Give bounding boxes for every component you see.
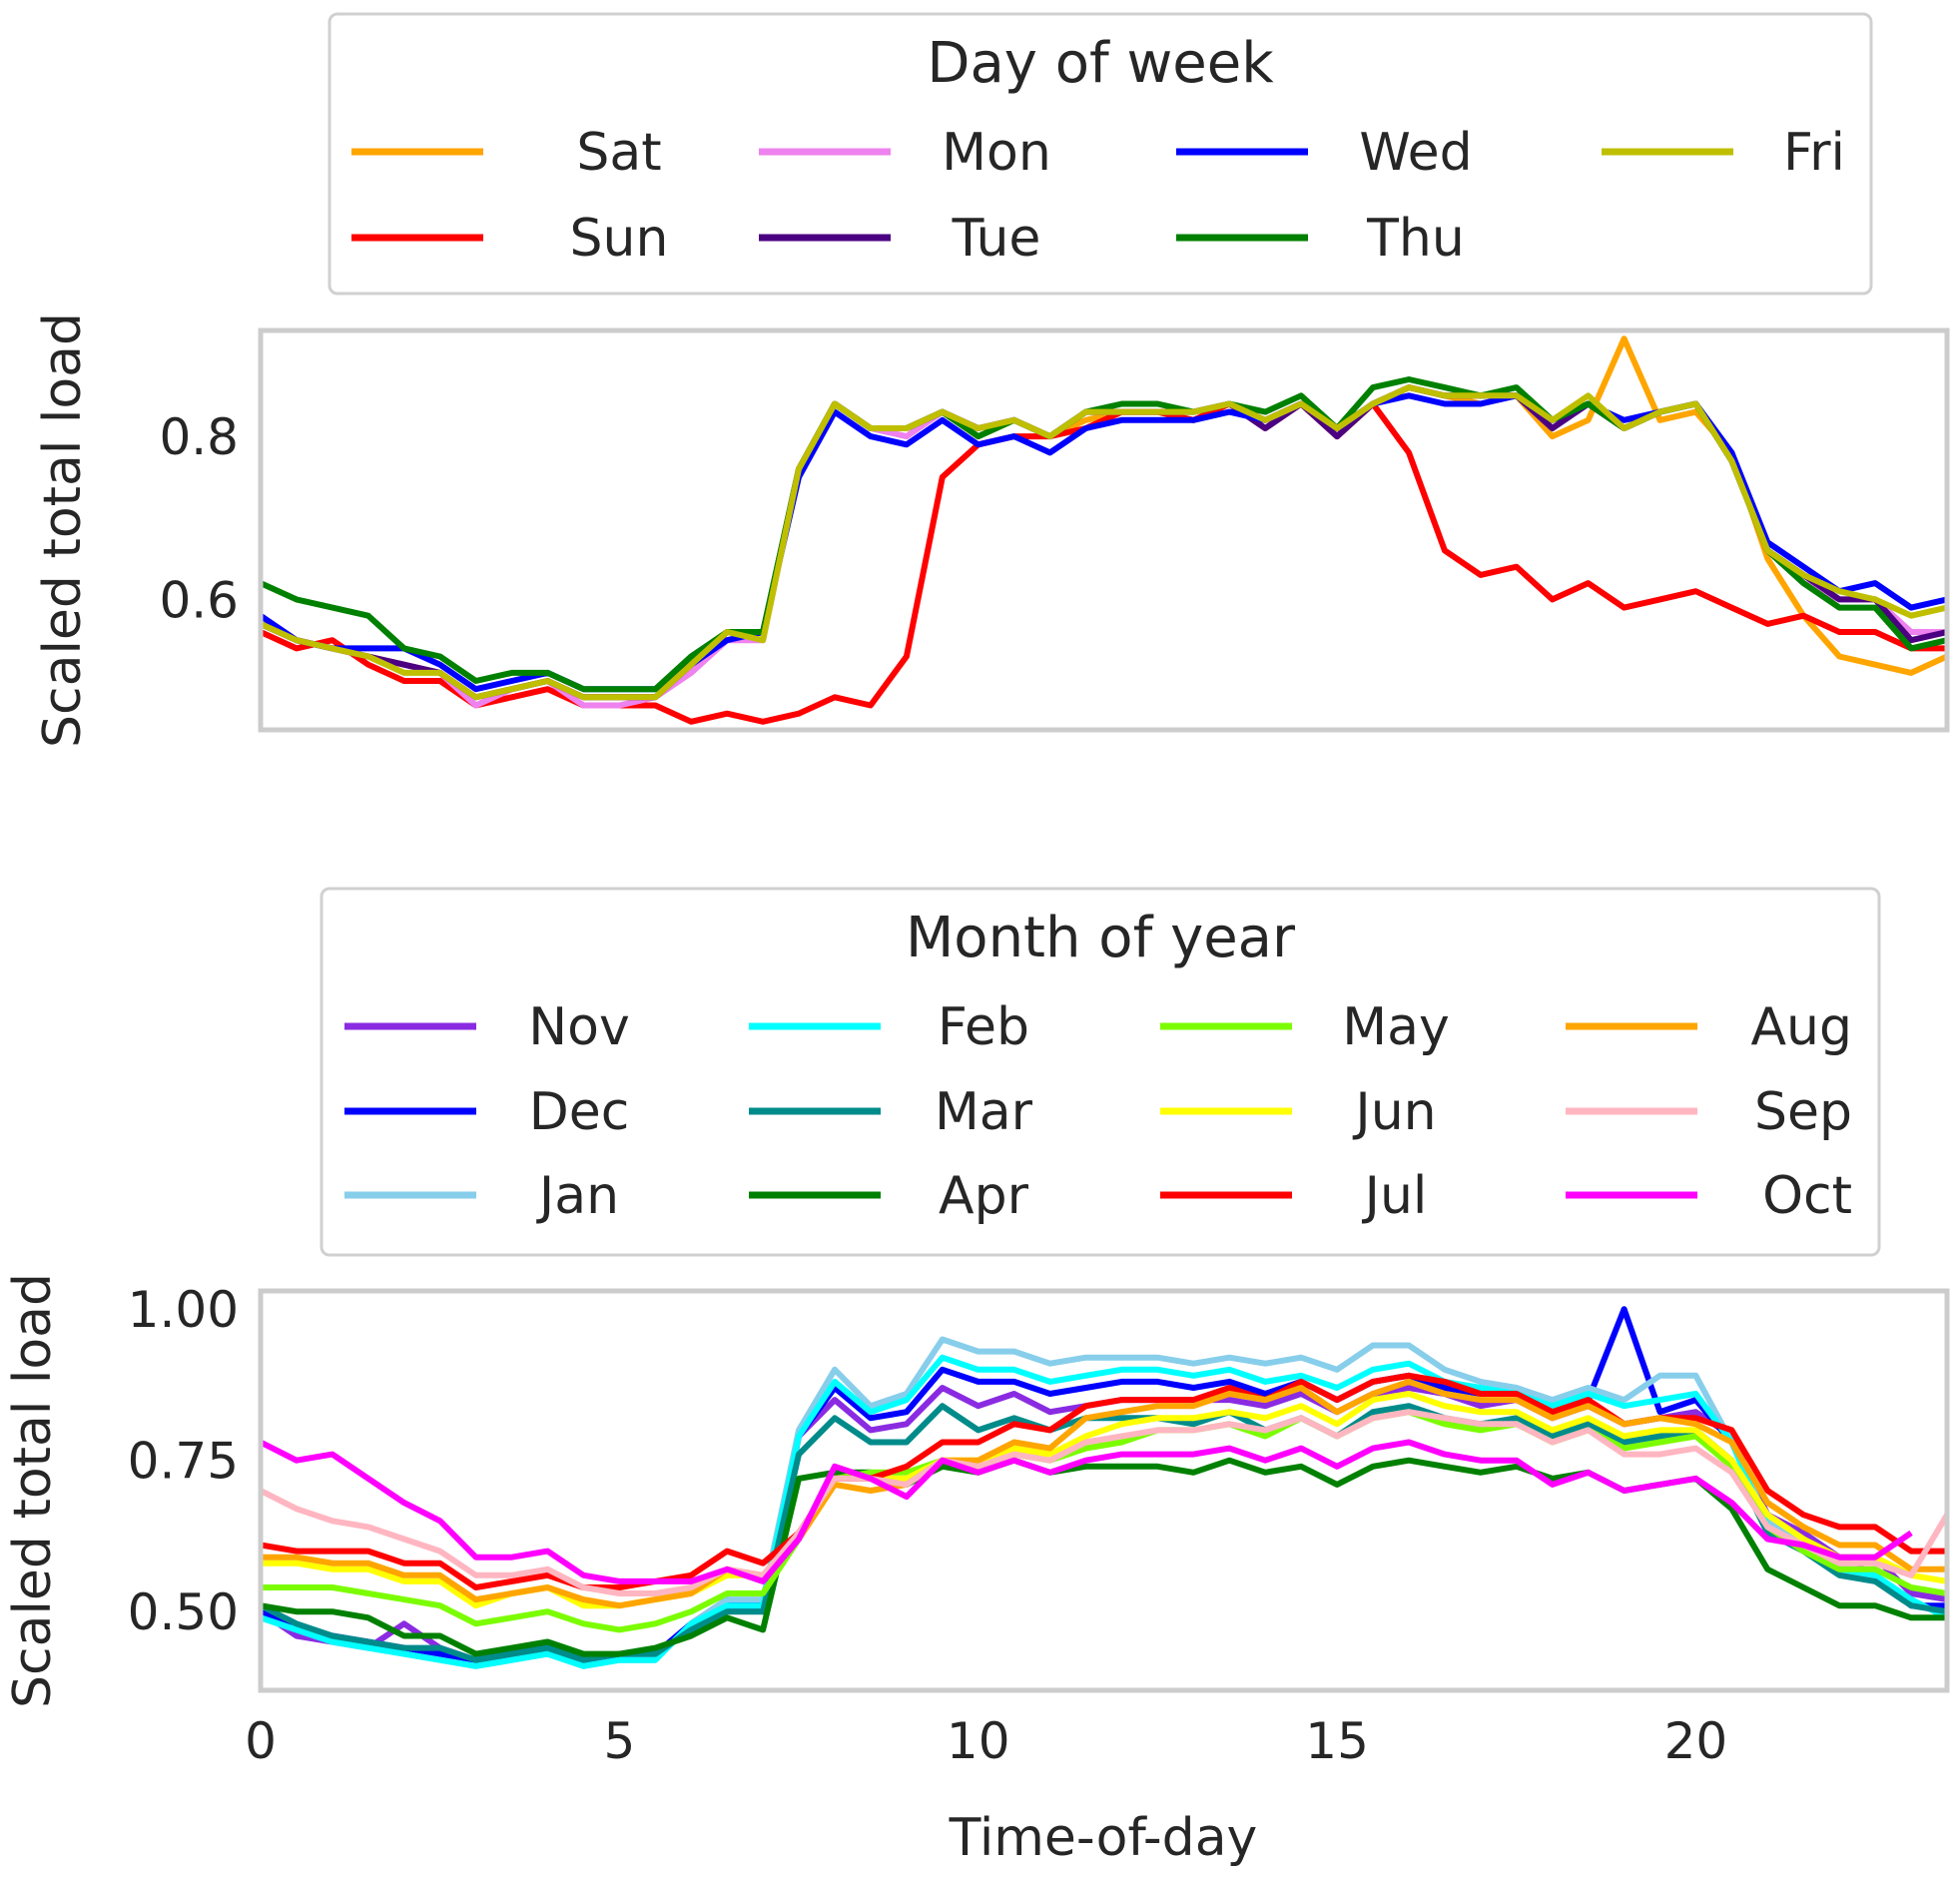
day-y-axis-label: Scaled total load <box>33 313 93 748</box>
day-y-tick-label: 0.6 <box>159 571 239 629</box>
day-y-tick-label: 0.8 <box>159 408 239 466</box>
month-legend-label: Oct <box>1762 1166 1852 1226</box>
month-legend-item-dec: Dec <box>344 1082 629 1142</box>
month-legend-label: Dec <box>529 1082 630 1142</box>
day-legend-label: Fri <box>1783 123 1845 183</box>
month-legend-item-nov: Nov <box>344 997 630 1057</box>
month-x-tick-label: 20 <box>1664 1712 1728 1770</box>
day-legend-item-sun: Sun <box>351 209 668 269</box>
day-series-line-wed <box>261 392 1947 693</box>
day-series-lines <box>261 335 1947 725</box>
day-legend-item-mon: Mon <box>759 123 1051 183</box>
day-legend-label: Tue <box>952 209 1041 269</box>
day-legend-label: Mon <box>942 123 1051 183</box>
month-x-tick-labels: 0 5 10 15 20 <box>245 1712 1727 1770</box>
month-legend-item-oct: Oct <box>1566 1166 1852 1226</box>
month-legend-label: Feb <box>938 997 1029 1057</box>
day-legend-frame <box>327 12 1873 296</box>
month-legend-title: Month of year <box>906 906 1296 970</box>
day-series-line-sat <box>261 335 1947 701</box>
month-plot-frame <box>258 1288 1950 1693</box>
month-series-lines <box>261 1306 1947 1669</box>
day-legend-item-fri: Fri <box>1602 123 1845 183</box>
month-x-tick-label: 0 <box>245 1712 277 1770</box>
day-legend-label: Sat <box>576 123 661 183</box>
month-y-axis-label: Scaled total load <box>3 1273 63 1708</box>
month-series-line-oct <box>261 1439 1913 1584</box>
day-legend-item-tue: Tue <box>759 209 1040 269</box>
month-y-tick-labels: 0.50 0.75 1.00 <box>128 1281 239 1641</box>
month-x-tick-label: 5 <box>603 1712 635 1770</box>
month-x-tick-label: 15 <box>1305 1712 1369 1770</box>
month-legend-label: May <box>1342 997 1450 1057</box>
day-legend-title: Day of week <box>927 31 1274 96</box>
month-legend-label: Jan <box>536 1166 619 1226</box>
month-legend-item-may: May <box>1160 997 1450 1057</box>
month-legend-label: Jul <box>1362 1166 1428 1226</box>
day-y-tick-labels: 0.6 0.8 <box>159 408 239 629</box>
month-legend-label: Apr <box>939 1166 1029 1226</box>
month-legend-item-jun: Jun <box>1160 1082 1437 1142</box>
day-series-line-sun <box>261 400 1947 725</box>
day-series-line-tue <box>261 384 1947 701</box>
day-legend-label: Wed <box>1359 123 1472 183</box>
day-of-week-chart: Day of week Sat Sun Mon Tue Wed Thu Fri 0.6 0.8… <box>33 12 1950 748</box>
month-legend-label: Mar <box>935 1082 1033 1142</box>
month-legend-item-jan: Jan <box>344 1166 619 1226</box>
month-legend-item-jul: Jul <box>1160 1166 1427 1226</box>
month-series-line-sep <box>261 1409 1947 1596</box>
month-series-line-aug <box>261 1378 1947 1609</box>
day-series-line-mon <box>261 384 1947 709</box>
month-legend-entries: Nov Dec Jan Feb Mar Apr May Jun Jul Aug Sep Oct <box>344 997 1852 1226</box>
month-y-tick-label: 0.50 <box>128 1583 239 1641</box>
month-legend-item-aug: Aug <box>1566 997 1852 1057</box>
day-legend-label: Thu <box>1366 209 1465 269</box>
month-legend-label: Jun <box>1352 1082 1436 1142</box>
month-series-line-mar <box>261 1403 1947 1663</box>
month-legend-item-apr: Apr <box>749 1166 1029 1226</box>
day-legend-item-wed: Wed <box>1176 123 1473 183</box>
month-legend-item-feb: Feb <box>749 997 1029 1057</box>
month-legend-label: Nov <box>528 997 630 1057</box>
day-legend-item-thu: Thu <box>1176 209 1465 269</box>
month-y-tick-label: 1.00 <box>128 1281 239 1339</box>
month-legend-frame <box>320 887 1881 1257</box>
day-plot-frame <box>258 327 1950 733</box>
day-legend-item-sat: Sat <box>351 123 662 183</box>
month-of-year-chart: Month of year Nov Dec Jan Feb Mar Apr May Jun Ju… <box>3 887 1950 1868</box>
day-legend-entries: Sat Sun Mon Tue Wed Thu Fri <box>351 123 1845 269</box>
day-series-line-fri <box>261 384 1947 701</box>
month-y-tick-label: 0.75 <box>128 1433 239 1491</box>
month-legend-item-mar: Mar <box>749 1082 1033 1142</box>
month-x-tick-label: 10 <box>947 1712 1010 1770</box>
day-legend-label: Sun <box>570 209 669 269</box>
month-legend-label: Aug <box>1750 997 1852 1057</box>
month-series-line-may <box>261 1409 1947 1633</box>
month-legend-label: Sep <box>1754 1082 1852 1142</box>
month-legend-item-sep: Sep <box>1566 1082 1852 1142</box>
month-series-line-feb <box>261 1354 1947 1669</box>
month-x-axis-label: Time-of-day <box>949 1808 1258 1868</box>
month-series-line-dec <box>261 1306 1947 1663</box>
